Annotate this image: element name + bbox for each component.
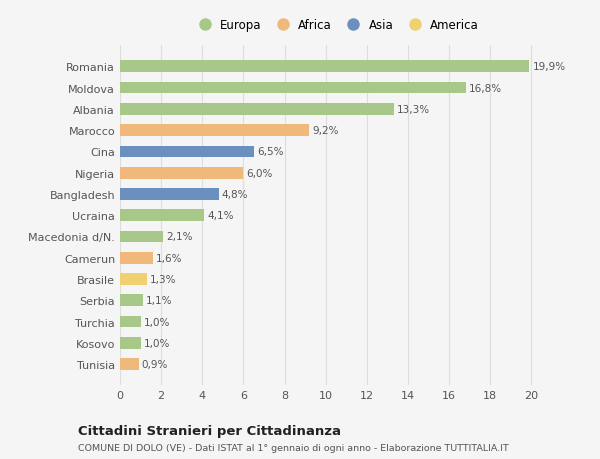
Text: 4,1%: 4,1% [208,211,234,221]
Text: 2,1%: 2,1% [166,232,193,242]
Text: 1,3%: 1,3% [150,274,176,285]
Bar [120,83,466,94]
Text: 16,8%: 16,8% [469,84,502,93]
Bar [120,358,139,370]
Text: 19,9%: 19,9% [532,62,566,72]
Bar [120,168,244,179]
Legend: Europa, Africa, Asia, America: Europa, Africa, Asia, America [188,14,484,37]
Bar [120,252,153,264]
Text: 6,0%: 6,0% [247,168,273,178]
Bar [120,337,140,349]
Bar [120,189,219,200]
Text: 0,9%: 0,9% [142,359,168,369]
Text: COMUNE DI DOLO (VE) - Dati ISTAT al 1° gennaio di ogni anno - Elaborazione TUTTI: COMUNE DI DOLO (VE) - Dati ISTAT al 1° g… [78,443,509,452]
Bar [120,295,143,307]
Text: 1,6%: 1,6% [156,253,182,263]
Text: 1,0%: 1,0% [143,338,170,348]
Bar [120,62,529,73]
Text: 1,1%: 1,1% [146,296,172,306]
Bar [120,210,205,222]
Bar [120,104,394,116]
Bar [120,274,147,285]
Text: 1,0%: 1,0% [143,317,170,327]
Text: 4,8%: 4,8% [222,190,248,200]
Text: 6,5%: 6,5% [257,147,283,157]
Text: 9,2%: 9,2% [313,126,339,136]
Bar [120,146,254,158]
Bar [120,231,163,243]
Text: 13,3%: 13,3% [397,105,430,115]
Bar [120,125,309,137]
Text: Cittadini Stranieri per Cittadinanza: Cittadini Stranieri per Cittadinanza [78,425,341,437]
Bar [120,316,140,328]
